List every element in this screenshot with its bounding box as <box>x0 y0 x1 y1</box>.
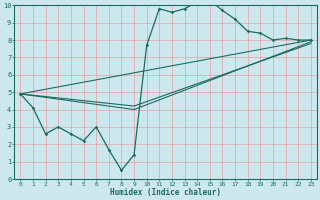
X-axis label: Humidex (Indice chaleur): Humidex (Indice chaleur) <box>110 188 221 197</box>
